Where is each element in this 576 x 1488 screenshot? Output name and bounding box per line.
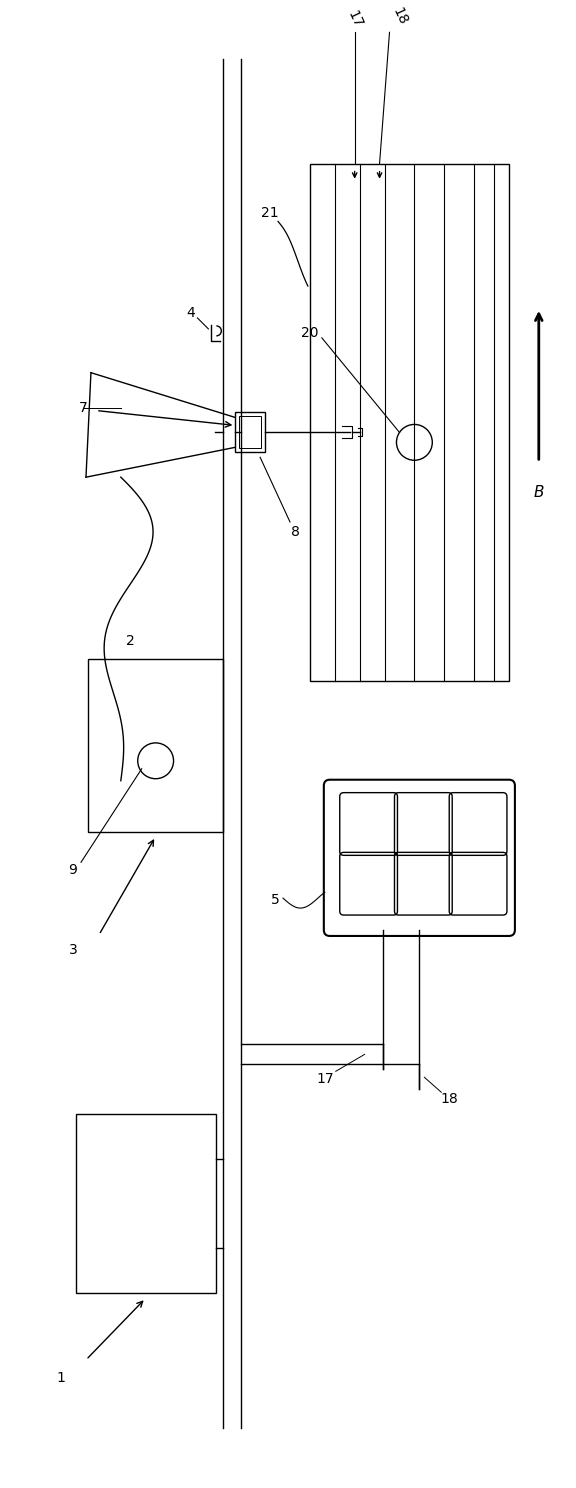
Text: 17: 17 [316, 1073, 334, 1086]
Text: 7: 7 [78, 400, 88, 415]
Text: B: B [533, 485, 544, 500]
Text: 5: 5 [271, 893, 279, 908]
Text: 18: 18 [389, 6, 410, 27]
Text: 3: 3 [69, 943, 77, 957]
Text: 20: 20 [301, 326, 319, 339]
Text: 4: 4 [186, 307, 195, 320]
Text: 21: 21 [262, 207, 279, 220]
Text: 9: 9 [69, 863, 78, 878]
Text: 2: 2 [126, 634, 135, 649]
Text: 8: 8 [290, 525, 300, 539]
Text: 18: 18 [440, 1092, 458, 1106]
Text: 1: 1 [56, 1370, 66, 1385]
Text: 17: 17 [344, 9, 365, 30]
